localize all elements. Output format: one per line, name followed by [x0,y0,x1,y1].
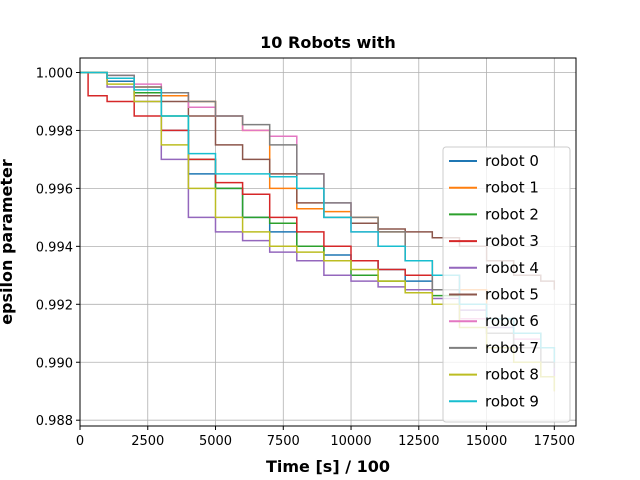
legend-label: robot 5 [485,286,539,304]
x-tick-label: 0 [76,434,84,449]
y-tick-label: 0.998 [36,124,73,139]
x-tick-label: 7500 [267,434,300,449]
legend-label: robot 7 [485,339,539,357]
x-tick-label: 15000 [466,434,507,449]
x-tick-label: 10000 [330,434,371,449]
x-tick-label: 17500 [534,434,575,449]
x-tick-label: 2500 [131,434,164,449]
axis-ticks: 0 2500 5000 7500 10000 12500 15000 17500 0.988 0.… [36,66,575,449]
legend-label: robot 8 [485,366,539,384]
x-tick-label: 12500 [398,434,439,449]
y-tick-label: 0.990 [36,356,73,371]
legend-label: robot 9 [485,392,539,410]
plot-frame [79,57,577,427]
y-tick-label: 0.994 [36,240,73,255]
x-tick-label: 5000 [199,434,232,449]
y-axis-label: epsilon parameter [0,159,16,325]
legend: robot 0 robot 1 robot 2 robot 3 robot 4 robot… [442,146,571,423]
legend-label: robot 3 [485,232,539,250]
y-tick-label: 0.988 [36,414,73,429]
x-axis-label: Time [s] / 100 [266,457,390,476]
legend-label: robot 0 [485,152,539,170]
y-tick-label: 0.996 [36,182,73,197]
y-tick-label: 0.992 [36,298,73,313]
legend-label: robot 4 [485,259,539,277]
legend-box [442,146,571,423]
legend-label: robot 6 [485,312,539,330]
chart-title: 10 Robots with [260,33,396,52]
legend-label: robot 1 [485,179,539,197]
legend-label: robot 2 [485,205,539,223]
y-tick-label: 1.000 [36,66,73,81]
